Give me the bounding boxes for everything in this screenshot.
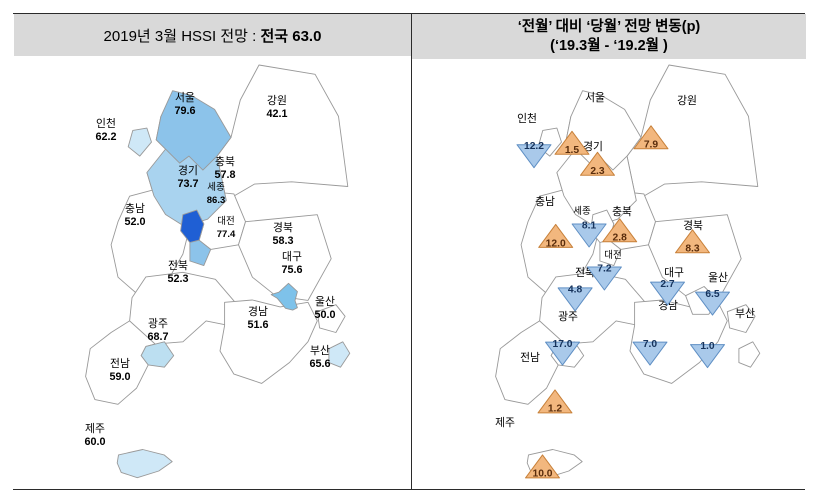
svg-text:6.5: 6.5 (705, 289, 720, 300)
svg-text:2.3: 2.3 (590, 166, 605, 177)
svg-text:8.3: 8.3 (685, 244, 700, 255)
svg-text:1.0: 1.0 (700, 341, 715, 352)
svg-text:10.0: 10.0 (532, 469, 552, 480)
svg-text:4.8: 4.8 (568, 285, 583, 296)
svg-text:7.2: 7.2 (597, 264, 612, 275)
svg-text:2.7: 2.7 (660, 279, 675, 290)
svg-text:1.2: 1.2 (548, 404, 563, 415)
svg-text:12.2: 12.2 (524, 141, 544, 152)
svg-text:17.0: 17.0 (552, 339, 572, 350)
svg-text:1.5: 1.5 (565, 145, 580, 156)
svg-text:7.9: 7.9 (644, 140, 659, 151)
svg-text:8.1: 8.1 (582, 221, 597, 232)
svg-text:2.8: 2.8 (613, 233, 628, 244)
svg-text:7.0: 7.0 (643, 339, 658, 350)
svg-text:12.0: 12.0 (546, 238, 566, 249)
